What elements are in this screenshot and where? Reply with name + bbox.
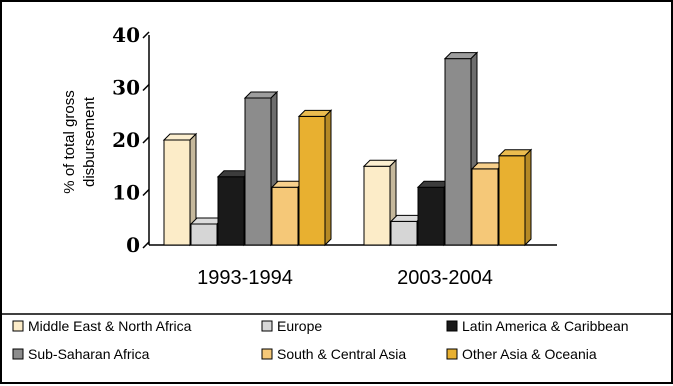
- y-tick-label: 0: [126, 233, 140, 257]
- y-axis-label-line-2: disbursement: [81, 96, 98, 187]
- legend-item: South & Central Asia: [261, 346, 406, 362]
- legend-swatch: [446, 348, 458, 360]
- x-category-label: 1993-1994: [197, 267, 293, 289]
- y-tick-label: 20: [112, 128, 140, 152]
- legend-label: Europe: [277, 318, 322, 334]
- legend-swatch: [261, 320, 273, 332]
- bar-front: [444, 58, 472, 246]
- bar: [443, 51, 479, 247]
- legend-item: Europe: [261, 318, 322, 334]
- legend-item: Other Asia & Oceania: [446, 346, 597, 362]
- bar-side: [524, 148, 532, 247]
- y-tick-mark: [142, 241, 150, 249]
- bar-front: [363, 165, 391, 246]
- legend-label: Other Asia & Oceania: [462, 346, 597, 362]
- y-tick-label: 10: [112, 181, 140, 205]
- y-tick-label: 30: [112, 76, 140, 100]
- x-category-label: 2003-2004: [397, 267, 493, 289]
- legend-item: Latin America & Caribbean: [446, 318, 629, 334]
- bar-front: [217, 176, 245, 246]
- legend-label: Latin America & Caribbean: [462, 318, 629, 334]
- bar: [497, 148, 533, 247]
- bar-side: [324, 109, 332, 247]
- bar-front: [471, 168, 499, 246]
- legend-swatch: [12, 348, 24, 360]
- legend-label: Middle East & North Africa: [28, 318, 192, 334]
- bar: [297, 109, 333, 247]
- bar-front: [417, 186, 445, 246]
- y-tick-mark: [142, 31, 150, 39]
- bar: [162, 132, 198, 247]
- bar-front: [244, 97, 272, 246]
- y-tick-mark: [142, 188, 150, 197]
- y-tick-label: 40: [112, 23, 140, 47]
- legend-swatch: [446, 320, 458, 332]
- bar-front: [498, 155, 526, 246]
- bar-front: [271, 186, 299, 246]
- legend-swatch: [261, 348, 273, 360]
- y-tick-mark: [142, 136, 150, 144]
- y-tick-mark: [142, 83, 150, 92]
- bar-front: [163, 139, 191, 246]
- bar-front: [190, 223, 218, 246]
- legend-swatch: [12, 320, 24, 332]
- y-axis-label-line-1: % of total gross: [61, 90, 78, 193]
- legend-label: Sub-Saharan Africa: [28, 346, 150, 362]
- bar-front: [298, 115, 326, 246]
- legend-label: South & Central Asia: [277, 346, 406, 362]
- bar-front: [390, 220, 418, 246]
- legend-item: Middle East & North Africa: [12, 318, 192, 334]
- legend-item: Sub-Saharan Africa: [12, 346, 150, 362]
- bar: [243, 90, 279, 247]
